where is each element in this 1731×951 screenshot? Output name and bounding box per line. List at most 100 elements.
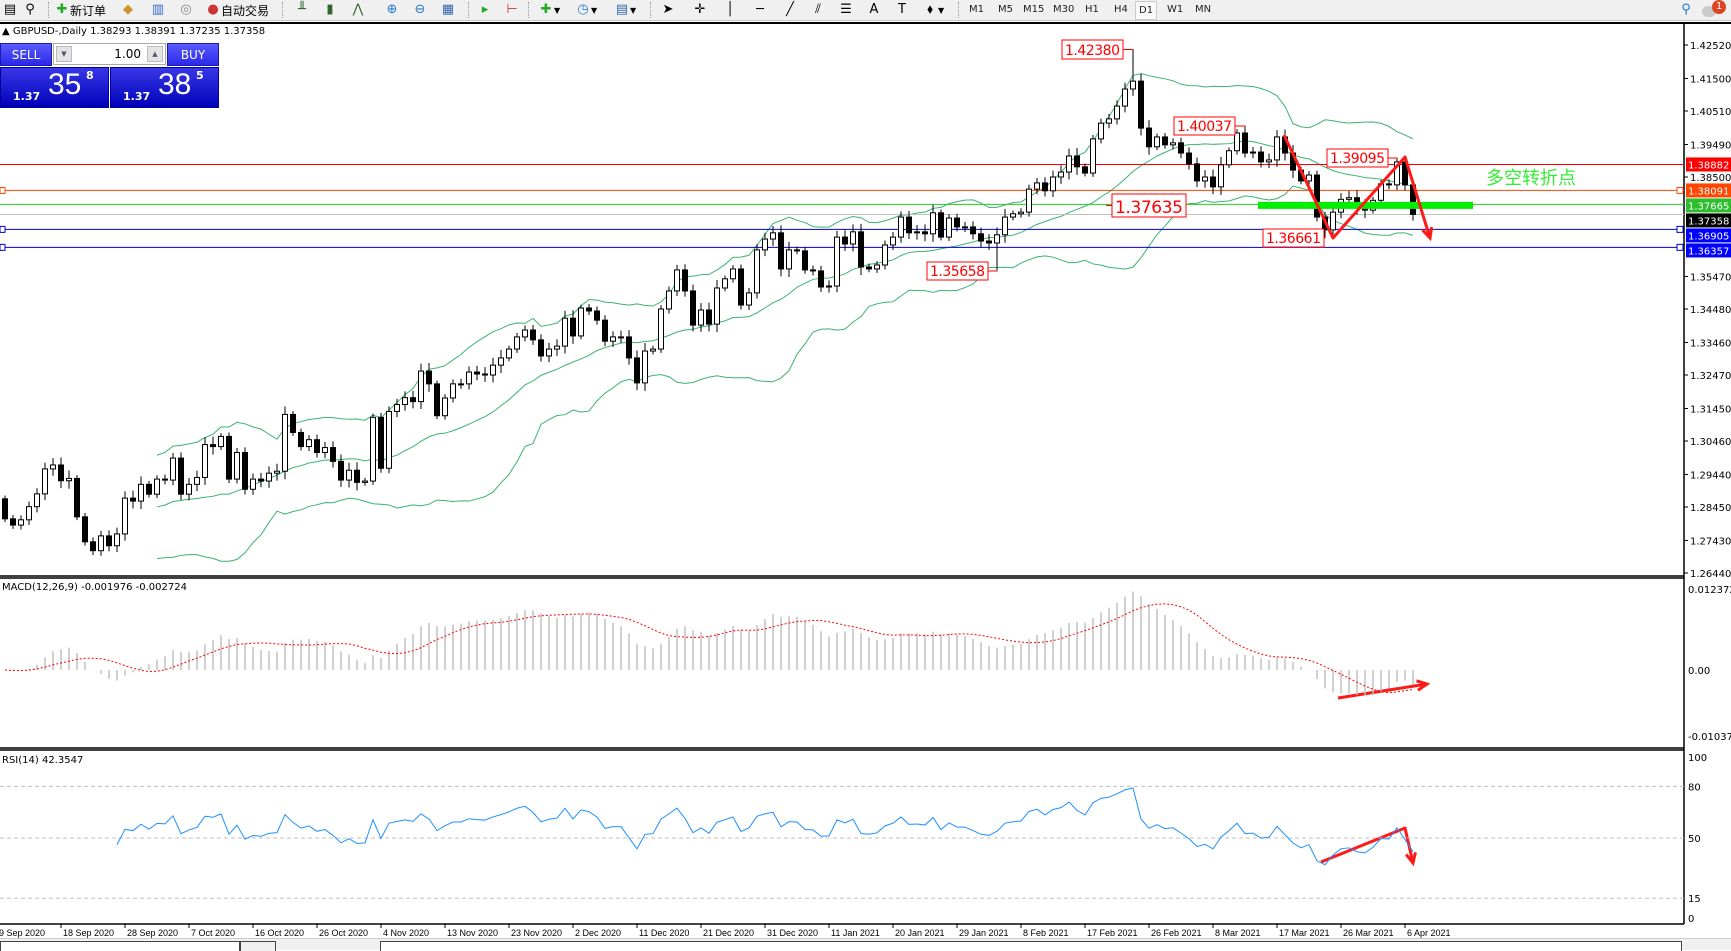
time-tick-label: 2 Dec 2020 (575, 928, 621, 938)
annotation-connector (988, 270, 997, 271)
line-handle[interactable] (1677, 244, 1683, 250)
bullish-candle (459, 384, 464, 385)
lot-size-value[interactable]: 1.00 (114, 47, 141, 61)
price-tick-label: 1.32470 (1690, 371, 1731, 382)
price-line-label: 1.36905 (1688, 231, 1729, 242)
bearish-candle (291, 414, 296, 432)
bullish-candle (307, 440, 312, 447)
bullish-candle (67, 478, 72, 480)
bearish-candle (587, 308, 592, 311)
bearish-candle (83, 517, 88, 542)
sell-button[interactable]: SELL (0, 43, 52, 66)
buy-price-button[interactable]: 1.37 38 5 (110, 67, 219, 108)
rsi-tick-label: 50 (1688, 834, 1701, 845)
lot-size-field[interactable]: ▼ 1.00 ▲ (53, 43, 166, 65)
bullish-candle (963, 227, 968, 228)
time-tick-label: 4 Nov 2020 (383, 928, 429, 938)
bearish-candle (1211, 177, 1216, 187)
bullish-candle (699, 310, 704, 325)
bullish-candle (139, 484, 144, 501)
lot-decrease-button[interactable]: ▼ (56, 46, 72, 62)
time-tick-label: 28 Sep 2020 (127, 928, 178, 938)
line-handle[interactable] (1677, 226, 1683, 232)
bullish-candle (467, 372, 472, 384)
bearish-candle (131, 498, 136, 501)
bullish-candle (1155, 137, 1160, 147)
bullish-candle (763, 239, 768, 250)
bullish-candle (555, 346, 560, 349)
time-tick-label: 26 Oct 2020 (319, 928, 368, 938)
bullish-candle (579, 308, 584, 336)
bollinger-middle-band (157, 141, 1413, 507)
bearish-candle (979, 234, 984, 241)
bullish-candle (523, 330, 528, 337)
time-tick-label: 17 Feb 2021 (1087, 928, 1138, 938)
rsi-tick-label: 80 (1688, 782, 1701, 793)
bullish-candle (235, 452, 240, 479)
bearish-candle (411, 398, 416, 402)
bullish-candle (835, 237, 840, 286)
bullish-candle (403, 398, 408, 405)
bearish-candle (1387, 184, 1392, 185)
time-tick-label: 16 Oct 2020 (255, 928, 304, 938)
sell-price-button[interactable]: 1.37 35 8 (0, 67, 109, 108)
buy-button[interactable]: BUY (167, 43, 219, 66)
macd-arrow[interactable] (1338, 684, 1427, 698)
price-annotation-label: 1.40037 (1177, 119, 1232, 135)
price-annotation-label: 1.35658 (930, 264, 985, 280)
line-handle[interactable] (0, 226, 5, 232)
bearish-candle (1259, 152, 1264, 162)
line-handle[interactable] (1677, 187, 1683, 193)
bullish-candle (875, 265, 880, 269)
bearish-candle (427, 371, 432, 384)
price-tick-label: 1.35470 (1690, 272, 1731, 283)
bullish-candle (643, 351, 648, 383)
bullish-candle (219, 436, 224, 446)
time-tick-label: 11 Dec 2020 (639, 928, 689, 938)
time-tick-label: 29 Jan 2021 (959, 928, 1009, 938)
bearish-candle (1147, 128, 1152, 147)
line-handle[interactable] (0, 187, 5, 193)
bearish-candle (331, 448, 336, 462)
chart-tab[interactable] (380, 941, 1682, 951)
bearish-candle (339, 461, 344, 480)
bearish-candle (811, 270, 816, 271)
macd-tick-label: 0.012372 (1688, 585, 1731, 596)
bearish-candle (147, 484, 152, 494)
bullish-candle (443, 398, 448, 416)
bullish-candle (1107, 119, 1112, 123)
price-annotation-label: 1.42380 (1065, 43, 1120, 59)
bearish-candle (91, 542, 96, 551)
bullish-candle (747, 293, 752, 305)
bullish-candle (1235, 133, 1240, 151)
bullish-candle (851, 232, 856, 244)
bearish-candle (683, 270, 688, 291)
bullish-candle (667, 291, 672, 309)
bullish-candle (715, 288, 720, 324)
rsi-tick-label: 100 (1688, 753, 1707, 764)
bullish-candle (1275, 137, 1280, 160)
chart-tab[interactable] (0, 941, 240, 951)
bullish-candle (915, 232, 920, 233)
rsi-arrow[interactable] (1321, 828, 1413, 863)
sell-price-fraction: 8 (86, 69, 94, 82)
bearish-candle (955, 218, 960, 227)
chart-tab[interactable] (240, 941, 276, 951)
bearish-candle (1083, 167, 1088, 173)
bearish-candle (11, 519, 16, 525)
bullish-candle (1307, 175, 1312, 181)
bullish-candle (123, 498, 128, 534)
lot-increase-button[interactable]: ▲ (147, 46, 163, 62)
time-tick-label: 26 Mar 2021 (1343, 928, 1394, 938)
price-line-label: 1.37665 (1688, 201, 1729, 212)
bullish-candle (619, 337, 624, 338)
bearish-candle (179, 458, 184, 494)
line-handle[interactable] (0, 244, 5, 250)
bullish-candle (35, 494, 40, 507)
bullish-candle (491, 365, 496, 375)
bullish-candle (347, 470, 352, 480)
bullish-candle (547, 349, 552, 356)
bullish-candle (419, 371, 424, 402)
annotation-connector (1235, 126, 1245, 127)
